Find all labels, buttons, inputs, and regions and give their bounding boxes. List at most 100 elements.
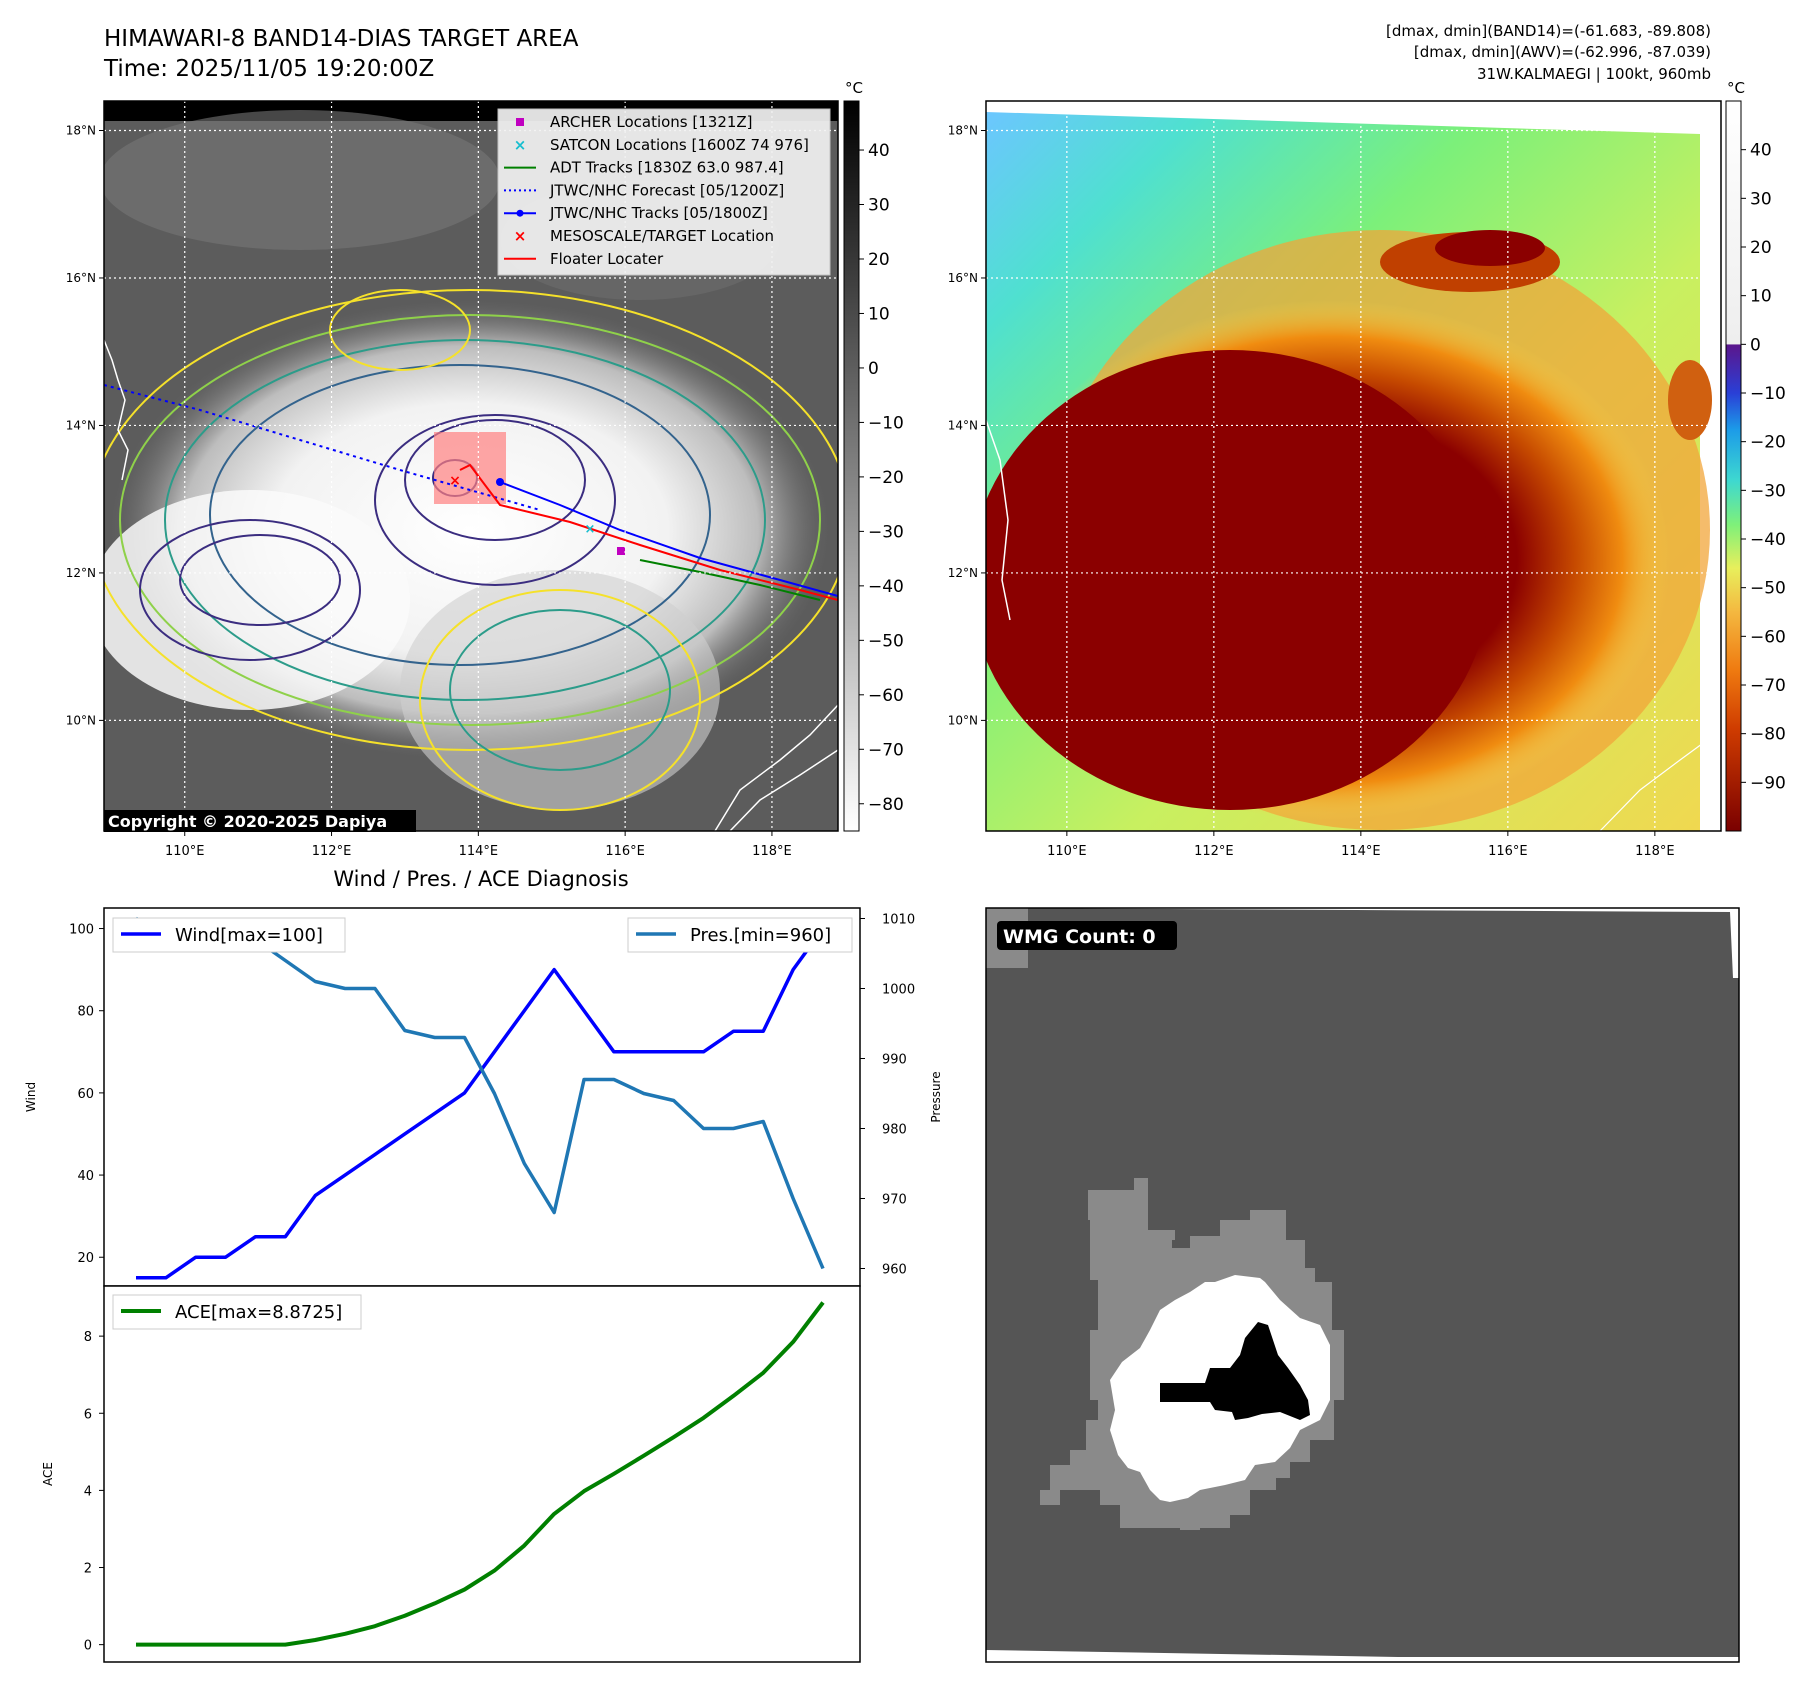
svg-text:×: × [585, 522, 596, 537]
colorbar-tick-label: −30 [868, 522, 904, 542]
colorbar-tick-label: 0 [868, 359, 879, 379]
awv-lon-label: 116°E [1488, 844, 1528, 859]
awv-lat-label: 12°N [948, 566, 978, 580]
legend-label: ADT Tracks [1830Z 63.0 987.4] [550, 159, 784, 177]
floater-locater-track [459, 463, 838, 601]
ace-ytick-label: 4 [84, 1484, 92, 1499]
storm-info: 31W.KALMAEGI | 100kt, 960mb [1477, 65, 1711, 83]
ir-lon-label: 116°E [605, 844, 645, 859]
figure-time: Time: 2025/11/05 19:20:00Z [104, 56, 435, 82]
archer-marker [617, 547, 625, 555]
colorbar-tick-label: −50 [1750, 579, 1786, 599]
target-area-box [434, 432, 506, 504]
colorbar-tick-label: −70 [1750, 676, 1786, 696]
forecast-track [104, 384, 541, 511]
colorbar-tick-label: 10 [868, 304, 890, 324]
pressure-ytick-label: 1010 [882, 913, 915, 928]
legend-marker [516, 118, 524, 126]
colorbar-tick-label: −20 [868, 468, 904, 488]
ir-lon-label: 112°E [312, 844, 352, 859]
ir-lat-label: 12°N [66, 566, 96, 580]
colorbar-tick-label: −80 [868, 795, 904, 815]
pressure-ytick-label: 1000 [882, 983, 915, 998]
legend-marker: × [514, 227, 527, 245]
colorbar-tick-label: −40 [1750, 530, 1786, 550]
awv-lon-label: 110°E [1047, 844, 1087, 859]
colorbar-tick-label: −70 [868, 740, 904, 760]
pressure-ytick-label: 960 [882, 1263, 907, 1278]
adt-track [639, 559, 821, 601]
legend-marker-dot [516, 209, 524, 217]
ir-lat-label: 18°N [66, 123, 96, 137]
copyright-badge [104, 810, 416, 832]
ace-ytick-label: 0 [84, 1639, 92, 1654]
wind-legend-label: Wind[max=100] [175, 925, 323, 946]
wmg-panel: WMG Count: 0 [985, 907, 1740, 1663]
ir-lon-label: 110°E [165, 844, 205, 859]
ace-series-line [136, 1301, 825, 1647]
colorbar-tick-label: −40 [868, 577, 904, 597]
ace-chart: 0 2 4 6 8 ACE ACE[max=8.8725] [41, 1285, 861, 1663]
colorbar-tick-label: 40 [1750, 141, 1772, 161]
pressure-legend-label: Pres.[min=960] [690, 925, 831, 946]
diagnosis-title: Wind / Pres. / ACE Diagnosis [333, 867, 628, 891]
pressure-ytick-label: 990 [882, 1053, 907, 1068]
copyright-text: Copyright © 2020-2025 Dapiya [108, 812, 387, 831]
dmax-band14-readout: [dmax, dmin](BAND14)=(-61.683, -89.808) [1386, 22, 1711, 40]
awv-lat-label: 14°N [948, 418, 978, 432]
svg-text:×: × [449, 473, 461, 489]
wind-ytick-label: 40 [77, 1169, 94, 1184]
ir-lat-label: 16°N [66, 271, 96, 285]
legend-label: MESOSCALE/TARGET Location [550, 227, 774, 245]
awv-colorbar: °C 40 30 20 10 0 −10 −20 −30 −40 −50 −60 −70 −80 −90 [1725, 79, 1786, 832]
ir-colorbar-unit: °C [845, 79, 863, 97]
colorbar-tick-label: −90 [1750, 773, 1786, 793]
colorbar-tick-label: 30 [868, 196, 890, 216]
awv-lat-label: 16°N [948, 271, 978, 285]
wmg-count-label: WMG Count: 0 [1003, 926, 1156, 948]
colorbar-tick-label: −10 [868, 413, 904, 433]
wmg-count-badge [997, 921, 1177, 950]
ir-lat-label: 14°N [66, 418, 96, 432]
colorbar-tick-label: 10 [1750, 287, 1772, 307]
colorbar-tick-label: 40 [868, 141, 890, 161]
legend-label: SATCON Locations [1600Z 74 976] [550, 136, 809, 154]
awv-map-panel: °C 40 30 20 10 0 −10 −20 −30 −40 −50 −60 −70 −80 −90 [985, 79, 1786, 832]
legend-label: JTWC/NHC Tracks [05/1800Z] [549, 204, 768, 222]
awv-lon-label: 112°E [1194, 844, 1234, 859]
best-track [499, 481, 838, 597]
legend-marker: × [514, 136, 527, 154]
wind-ytick-label: 100 [69, 923, 94, 938]
colorbar-tick-label: −20 [1750, 433, 1786, 453]
wind-pressure-chart: 20 40 60 80 100 960 970 980 990 1000 1010 Wind Press… [24, 907, 943, 1287]
ace-ytick-label: 8 [84, 1330, 92, 1345]
awv-lat-label: 18°N [948, 123, 978, 137]
ir-map-panel: × × ARCHER Locations [1321Z] × SATCON Loca… [103, 79, 904, 832]
ir-lon-label: 114°E [459, 844, 499, 859]
wind-ytick-label: 20 [77, 1251, 94, 1266]
colorbar-tick-label: 20 [1750, 238, 1772, 258]
pressure-ytick-label: 980 [882, 1123, 907, 1138]
wind-axis-label: Wind [24, 1082, 38, 1112]
awv-colorbar-unit: °C [1727, 79, 1745, 97]
ace-legend-label: ACE[max=8.8725] [175, 1302, 342, 1323]
colorbar-tick-label: −30 [1750, 481, 1786, 501]
awv-lon-label: 114°E [1341, 844, 1381, 859]
ace-ytick-label: 6 [84, 1407, 92, 1422]
ir-legend: ARCHER Locations [1321Z] × SATCON Location… [497, 108, 831, 276]
colorbar-tick-label: −10 [1750, 384, 1786, 404]
legend-label: Floater Locater [550, 250, 664, 268]
pressure-ytick-label: 970 [882, 1193, 907, 1208]
ir-colorbar: °C 40 30 20 10 0 −10 −20 −30 −40 −50 −60 −70 −80 [843, 79, 904, 832]
wind-ytick-label: 60 [77, 1087, 94, 1102]
ace-axis-label: ACE [41, 1462, 55, 1486]
colorbar-tick-label: 0 [1750, 335, 1761, 355]
legend-label: ARCHER Locations [1321Z] [550, 113, 753, 131]
colorbar-tick-label: 20 [868, 250, 890, 270]
ir-lon-label: 118°E [752, 844, 792, 859]
dmax-awv-readout: [dmax, dmin](AWV)=(-62.996, -87.039) [1413, 43, 1711, 61]
colorbar-tick-label: −60 [868, 686, 904, 706]
figure-title: HIMAWARI-8 BAND14-DIAS TARGET AREA [104, 26, 579, 52]
ace-ytick-label: 2 [84, 1562, 92, 1577]
